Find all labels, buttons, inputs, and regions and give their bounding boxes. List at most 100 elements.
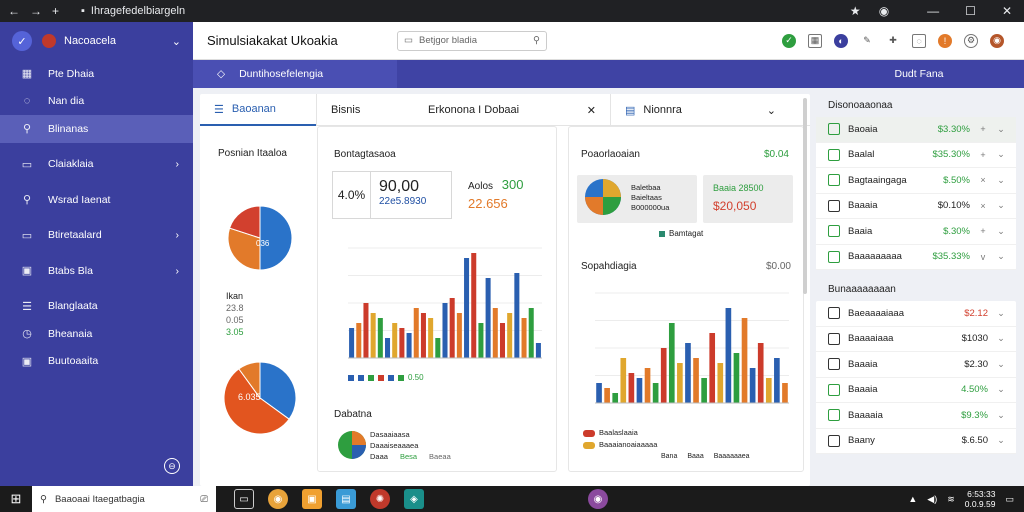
list-item[interactable]: Baaaaia $9.3% ⌄ [816,403,1016,429]
sidebar-item-9[interactable]: ◷ Bheanaia [0,320,193,348]
row-action-icon[interactable]: + [980,149,986,160]
item-icon [828,250,840,263]
forward-icon[interactable]: → [30,4,42,18]
legend-item: Daaaiseaaaea [370,441,419,450]
network-icon[interactable]: ▲ [908,494,918,504]
chevron-right-icon: › [175,264,180,277]
wand-icon[interactable]: ✎ [860,33,874,48]
row-action-icon[interactable]: × [980,200,986,211]
chevron-down-icon[interactable]: ⌄ [997,225,1005,236]
chevron-down-icon[interactable]: ⌄ [997,251,1005,262]
sidebar-item-7[interactable]: ▣ Btabs Bla › [0,257,193,285]
windows-start-icon[interactable]: ⊞ [10,491,22,506]
list-item[interactable]: Baalal $35.30% + ⌄ [816,143,1016,168]
chevron-down-icon[interactable]: ⌄ [997,307,1005,318]
list-item[interactable]: Baaaaiaaa $1030 ⌄ [816,327,1016,352]
subbar-right-label[interactable]: Dudt Fana [894,68,944,80]
chat-icon[interactable]: ◌ [912,33,926,48]
list-item[interactable]: Baoaia $3.30% + ⌄ [816,117,1016,143]
item-name: Baaaaaaaaa [848,251,902,263]
row-action-icon[interactable]: × [980,175,986,186]
list-item[interactable]: Baeaaaaiaaa $2.12 ⌄ [816,301,1016,327]
pin-icon[interactable]: ★ [849,4,861,18]
middle-bottom-legend: Dasaaiaasa Daaaiseaaaea Daaa Besa Baeaa [370,429,451,462]
tab-overview[interactable]: ☰ Baoanan [200,94,316,126]
clock-icon: ◷ [22,328,32,341]
list-item[interactable]: Baaaia $2.30 ⌄ [816,352,1016,378]
chevron-down-icon[interactable]: ⌄ [766,104,776,117]
doc-icon: ▭ [21,229,33,242]
taskbar-search-input[interactable]: ⚲ Baaoaai Itaegatbagia ⎚ [32,486,216,512]
wifi-icon[interactable]: ≋ [947,493,955,504]
volume-icon[interactable]: ◀) [927,493,938,504]
sidebar-item-4[interactable]: ▭ Claiaklaia › [0,151,193,179]
chevron-down-icon[interactable]: ⌄ [171,35,181,48]
list-item[interactable]: Baaaaaaaaa $35.33% v ⌄ [816,245,1016,270]
chevron-down-icon[interactable]: ⌄ [997,409,1005,420]
clock[interactable]: 6:53:33 0.0.9.59 [965,489,996,509]
avatar[interactable]: ◉ [990,33,1004,48]
chevron-down-icon[interactable]: ⌄ [997,333,1005,344]
settings-icon[interactable]: ⚙ [964,33,978,48]
files-icon[interactable]: ▣ [302,489,322,509]
moon-icon[interactable]: ◐ [834,33,848,48]
pie-bottom-label: 6.035 [238,392,261,402]
tab-business[interactable]: Bisnis Erkonona I Dobaai ✕ [316,94,610,126]
sidebar-item-5[interactable]: ⚲ Wsrad Iaenat [0,186,193,214]
folder-icon[interactable]: ▤ [336,489,356,509]
notification-icon[interactable]: ▭ [1005,493,1014,504]
tab-label: Nionnra [643,104,682,116]
chevron-down-icon[interactable]: ⌄ [997,200,1005,211]
calendar-icon[interactable]: ▦ [808,33,822,48]
puzzle-icon[interactable]: ✚ [886,33,900,48]
list-item[interactable]: Baaaia $0.10% × ⌄ [816,194,1016,219]
profile-icon[interactable]: ◉ [878,4,890,18]
sidebar-item-6[interactable]: ▭ Btiretaalard › [0,222,193,250]
sidebar-item-10[interactable]: ▣ Buutoaaita [0,348,193,376]
minimize-icon[interactable]: — [927,4,940,18]
maximize-icon[interactable]: ☐ [965,4,976,18]
bar [628,373,635,403]
row-action-icon[interactable]: v [980,251,986,262]
close-icon[interactable]: ✕ [1001,4,1012,18]
search-input[interactable]: ▭ Betjgor bladia ⚲ [397,30,547,51]
mini-pie-chart [585,179,621,215]
bar [514,273,520,358]
app-icon[interactable]: ✺ [370,489,390,509]
sidebar-item-2[interactable]: ◌ Nan dia [0,88,193,116]
scrollbar[interactable] [803,98,807,294]
chevron-down-icon[interactable]: ⌄ [997,358,1005,369]
sidebar-item-8[interactable]: ☰ Blanglaata [0,293,193,321]
list-item[interactable]: Bagtaaingaga $.50% × ⌄ [816,168,1016,194]
list-item[interactable]: Baaaia 4.50% ⌄ [816,378,1016,403]
back-icon[interactable]: ← [8,4,20,18]
subbar: ◇ Duntihosefelengia Dudt Fana [193,60,1024,88]
chrome-icon[interactable]: ◉ [268,489,288,509]
bar [413,308,419,358]
app-name: Nacoacela [64,35,116,47]
browser-tab[interactable]: ▪ Ihragefedelbiargeln [81,5,185,17]
chevron-down-icon[interactable]: ⌄ [997,435,1005,446]
list-item[interactable]: Baaia $.30% + ⌄ [816,219,1016,245]
check-icon[interactable]: ✓ [782,33,796,48]
row-action-icon[interactable]: + [980,124,986,135]
subbar-breadcrumb[interactable]: ◇ Duntihosefelengia [193,60,397,88]
app2-icon[interactable]: ◈ [404,489,424,509]
sidebar-item-1[interactable]: ▦ Pte Dhaia [0,60,193,88]
left-card-charts: 036 6.035 [223,205,297,435]
chevron-down-icon[interactable]: ⌄ [997,384,1005,395]
sidebar-item-3[interactable]: ⚲ Blinanas [0,115,193,143]
list-item[interactable]: Baany $.6.50 ⌄ [816,429,1016,454]
collapse-icon[interactable]: ⊖ [164,458,180,474]
close-icon[interactable]: ✕ [586,104,596,117]
task-view-icon[interactable]: ▭ [234,489,254,509]
alert-icon[interactable]: ! [938,33,952,48]
tab-monitor[interactable]: ▤ Nionnra ⌄ [610,94,790,126]
bar [604,388,610,403]
app3-icon[interactable]: ◉ [588,489,608,509]
chevron-down-icon[interactable]: ⌄ [997,123,1005,134]
chevron-down-icon[interactable]: ⌄ [997,149,1005,160]
new-tab-icon[interactable]: + [52,4,60,18]
chevron-down-icon[interactable]: ⌄ [997,174,1005,185]
row-action-icon[interactable]: + [980,226,986,237]
